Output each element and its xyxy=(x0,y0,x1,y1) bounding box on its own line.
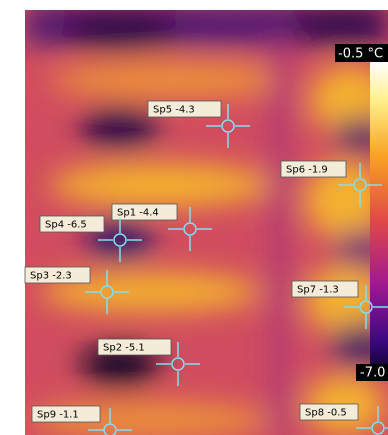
color-scale xyxy=(370,62,388,380)
spot-label: Sp6 -1.9 xyxy=(286,165,328,176)
spot-label: Sp2 -5.1 xyxy=(103,343,145,354)
spot-label: Sp7 -1.3 xyxy=(297,285,339,296)
spot-label: Sp8 -0.5 xyxy=(305,408,347,419)
scale-min: -7.0 xyxy=(360,366,385,381)
spot-label: Sp1 -4.4 xyxy=(117,208,159,219)
scale-max: -0.5 °C xyxy=(338,47,383,62)
spot-label: Sp3 -2.3 xyxy=(30,271,72,282)
spot-label: Sp9 -1.1 xyxy=(37,410,79,421)
thermal-view: -0.5 °C -7.0 Sp5 -4.3 Sp6 -1.9 Sp1 -4.4 Sp4… xyxy=(0,0,388,435)
spot-label: Sp5 -4.3 xyxy=(153,105,195,116)
spot-label: Sp4 -6.5 xyxy=(45,220,87,231)
